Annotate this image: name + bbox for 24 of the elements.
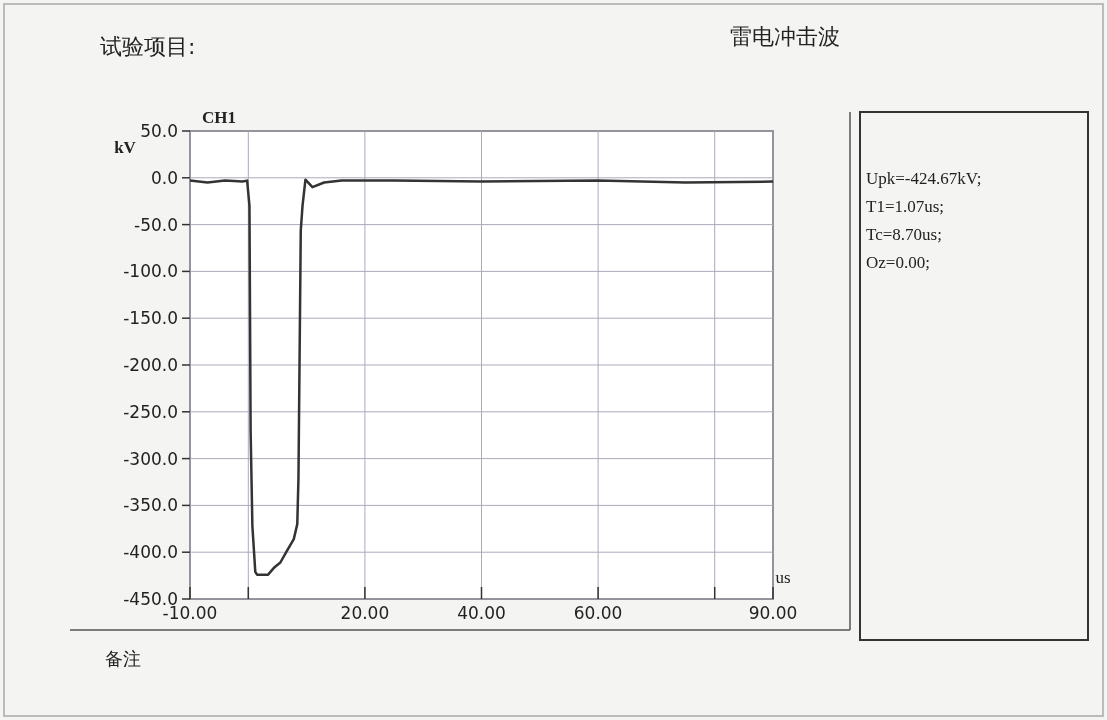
y-tick-label: -400.0 — [123, 542, 178, 563]
y-tick-label: -50.0 — [134, 214, 178, 235]
chart-title: 雷电冲击波 — [730, 24, 840, 49]
text: 备注 — [105, 648, 141, 669]
x-tick-label: 90.00 — [748, 603, 798, 623]
y-tick-label: -150.0 — [123, 308, 178, 329]
text: Upk=-424.67kV; — [866, 169, 982, 188]
text: 试验项目: — [100, 34, 196, 59]
y-tick-label: 0.0 — [150, 167, 178, 188]
text: CH1 — [202, 108, 236, 127]
x-tick-label: 20.00 — [340, 603, 390, 623]
x-tick-label: 60.00 — [573, 603, 623, 623]
x-axis-title: us — [775, 568, 791, 587]
text: Tc=8.70us; — [866, 225, 942, 244]
x-tick-label: 40.00 — [457, 603, 506, 623]
y-tick-label: -200.0 — [123, 354, 178, 375]
y-tick-label: -350.0 — [123, 495, 178, 516]
y-tick-label: 50.0 — [140, 120, 178, 141]
y-tick-label: -100.0 — [123, 261, 178, 282]
y-tick-label: -250.0 — [123, 401, 178, 422]
y-axis-title: kV — [114, 138, 137, 157]
y-tick-label: -300.0 — [123, 448, 178, 469]
text: Oz=0.00; — [866, 253, 930, 272]
text: T1=1.07us; — [866, 197, 945, 216]
